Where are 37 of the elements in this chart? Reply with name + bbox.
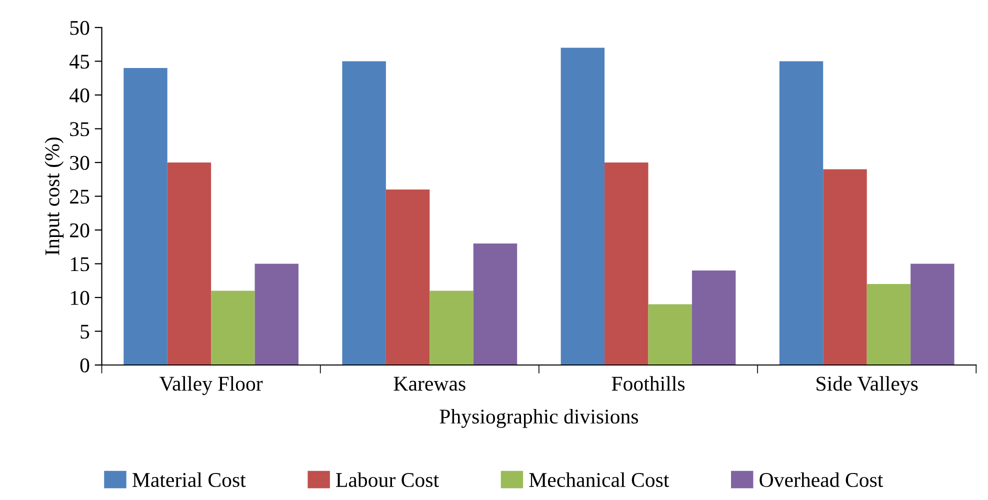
bar <box>254 264 298 365</box>
bar <box>692 270 736 365</box>
y-tick-label: 45 <box>70 54 90 69</box>
bar <box>211 290 255 365</box>
x-axis-title: Physiographic divisions <box>440 408 638 428</box>
y-tick-label: 50 <box>70 20 90 35</box>
bar <box>823 169 867 365</box>
bar <box>167 162 212 365</box>
bar <box>866 284 911 365</box>
y-tick-label: 35 <box>70 122 90 136</box>
y-tick-label: 40 <box>70 88 90 102</box>
legend-label: Material Cost <box>132 472 246 488</box>
bar <box>648 304 692 365</box>
x-tick-label: Foothills <box>612 376 685 391</box>
legend-label: Mechanical Cost <box>529 472 670 488</box>
y-tick-label: 20 <box>70 223 90 238</box>
y-tick-label: 15 <box>70 257 90 272</box>
bar <box>560 48 605 365</box>
bar <box>386 190 430 365</box>
x-tick-label: Valley Floor <box>160 376 263 396</box>
y-tick-label: 25 <box>70 190 90 204</box>
y-tick-label: 30 <box>70 156 90 170</box>
bar <box>124 68 168 365</box>
bar <box>604 162 648 365</box>
legend-label: Labour Cost <box>336 472 439 488</box>
bar <box>430 290 474 365</box>
bar <box>473 244 518 365</box>
bar <box>342 61 386 365</box>
bar <box>779 61 824 365</box>
y-tick-label: 5 <box>80 324 90 339</box>
y-tick-label: 0 <box>80 358 90 372</box>
legend-label: Overhead Cost <box>760 472 884 488</box>
bar <box>910 264 954 365</box>
y-tick-label: 10 <box>70 290 90 305</box>
y-axis-title: Input cost (%) <box>44 138 64 256</box>
x-tick-label: Side Valleys <box>816 376 918 396</box>
x-tick-label: Karewas <box>394 376 466 391</box>
